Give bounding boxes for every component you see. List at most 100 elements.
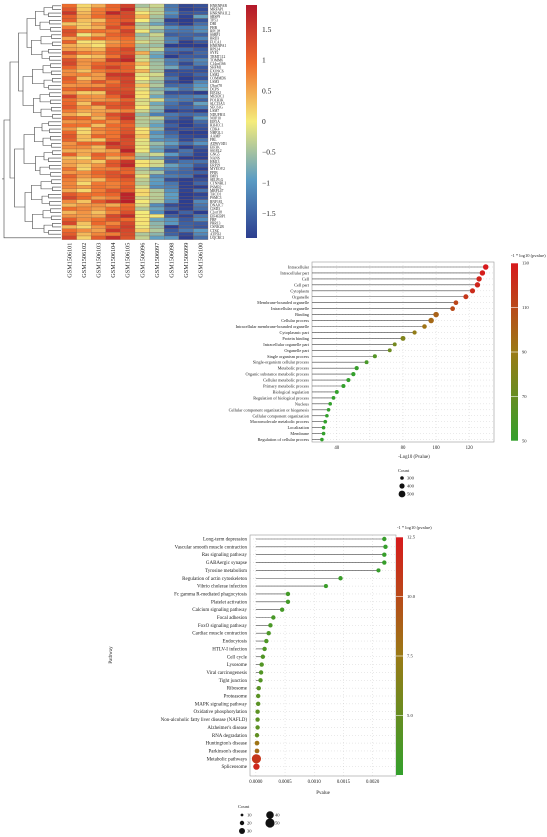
go-term-label: Intracellular organelle part bbox=[263, 342, 310, 347]
heatmap-row-label: MYEOV2 bbox=[210, 167, 225, 171]
dendrogram-branch bbox=[48, 49, 61, 54]
heatmap-cell bbox=[76, 225, 92, 229]
kegg-x-axis-label: Pvalue bbox=[316, 791, 330, 796]
go-term-label: Membrane-bounded organelle bbox=[257, 300, 309, 305]
heatmap-cell bbox=[91, 134, 106, 139]
heatmap-cell bbox=[149, 210, 165, 215]
heatmap-cell bbox=[76, 130, 92, 135]
heatmap-cell bbox=[105, 177, 121, 182]
heatmap-row-label: TACO1 bbox=[210, 193, 221, 197]
heatmap-cell bbox=[164, 47, 179, 52]
heatmap-cell bbox=[61, 72, 77, 77]
heatmap-cell bbox=[164, 76, 179, 81]
dendrogram-branch bbox=[51, 215, 61, 220]
heatmap-cell bbox=[61, 232, 77, 237]
size-legend-label: 300 bbox=[407, 476, 415, 481]
heatmap-cell bbox=[120, 51, 136, 55]
heatmap-cell bbox=[193, 90, 209, 95]
heatmap-cell bbox=[149, 22, 165, 26]
lollipop-point bbox=[255, 709, 260, 714]
heatmap-cell bbox=[91, 177, 106, 182]
heatmap-cell bbox=[149, 69, 165, 73]
heatmap-cell bbox=[134, 11, 150, 15]
heatmap-row-label: CSNK2B bbox=[210, 225, 224, 229]
heatmap-cell bbox=[164, 206, 179, 211]
heatmap-cell bbox=[149, 225, 165, 229]
heatmap-cell bbox=[120, 196, 136, 200]
go-term-label: Intracellular membrane-bounded organelle bbox=[236, 324, 310, 329]
heatmap-cell bbox=[61, 138, 77, 142]
heatmap-cell bbox=[178, 221, 194, 226]
heatmap-cell bbox=[164, 25, 179, 30]
heatmap-cell bbox=[105, 101, 121, 106]
heatmap-row-label: TP53 bbox=[210, 19, 218, 23]
heatmap-row-label: DBI bbox=[210, 22, 217, 26]
heatmap-cell bbox=[61, 148, 77, 153]
heatmap-cell bbox=[134, 119, 150, 124]
heatmap-cell bbox=[164, 90, 179, 95]
go-term-label: Binding bbox=[295, 312, 310, 317]
heatmap-colorbar bbox=[246, 5, 257, 238]
heatmap-cell bbox=[149, 11, 165, 15]
heatmap-row-label: FUCA1 bbox=[210, 40, 222, 44]
heatmap-cell bbox=[164, 156, 179, 160]
go-term-label: Cellular component organization or bioge… bbox=[229, 407, 310, 412]
heatmap-cell bbox=[178, 101, 194, 106]
kegg-pathway-label: Vascular smooth muscle contraction bbox=[175, 545, 248, 550]
heatmap-cell bbox=[134, 130, 150, 135]
heatmap-cell bbox=[164, 235, 179, 240]
heatmap-row-label: PPIB bbox=[210, 171, 218, 175]
go-size-legend: 300 400 500 bbox=[398, 476, 415, 498]
lollipop-point bbox=[251, 754, 262, 764]
heatmap-cell bbox=[91, 206, 106, 211]
heatmap-cell bbox=[61, 167, 77, 171]
kegg-pathway-label: GABAergic synapse bbox=[206, 561, 248, 566]
go-term-label: Cellular process bbox=[281, 318, 309, 323]
heatmap-row-label: SEC61G bbox=[210, 106, 223, 110]
heatmap-cell bbox=[120, 188, 136, 193]
heatmap-cell bbox=[120, 76, 136, 81]
heatmap-row-label: PHB bbox=[210, 26, 218, 30]
heatmap-cell bbox=[91, 105, 106, 110]
lollipop-point bbox=[474, 282, 481, 288]
lollipop-point bbox=[482, 264, 489, 270]
heatmap-row-label: DCPS bbox=[210, 87, 219, 91]
lollipop-point bbox=[422, 324, 427, 329]
heatmap-cell bbox=[178, 130, 194, 135]
heatmap-cell bbox=[120, 14, 136, 19]
heatmap-cell bbox=[105, 18, 121, 23]
go-term-label: Organelle part bbox=[284, 348, 309, 353]
heatmap-cell bbox=[61, 181, 77, 186]
kegg-pathway-label: Focal adhesion bbox=[217, 616, 248, 621]
heatmap-cell bbox=[193, 199, 209, 204]
heatmap-cell bbox=[178, 61, 194, 66]
heatmap-cell bbox=[193, 188, 209, 193]
go-term-label: Cellular metabolic process bbox=[263, 378, 309, 383]
go-size-legend-title: Count bbox=[398, 468, 410, 473]
lollipop-point bbox=[325, 413, 329, 418]
heatmap-cell bbox=[91, 65, 106, 70]
heatmap-cell bbox=[149, 61, 165, 66]
heatmap-row-label: COMMD6 bbox=[210, 77, 226, 81]
row-dendrogram bbox=[2, 5, 61, 239]
heatmap-cell bbox=[178, 25, 194, 30]
heatmap-cell bbox=[193, 14, 209, 19]
heatmap-cell bbox=[61, 130, 77, 135]
heatmap-cell bbox=[105, 235, 121, 240]
heatmap-row-label: SHFM1 bbox=[210, 66, 222, 70]
heatmap-row-label: EXOSC6 bbox=[210, 69, 224, 73]
heatmap-cell bbox=[91, 123, 106, 128]
x-tick-label: 40 bbox=[334, 446, 339, 451]
heatmap-cell bbox=[193, 58, 209, 63]
go-term-label: Regulation of biological process bbox=[253, 395, 309, 400]
lollipop-point bbox=[254, 740, 260, 746]
heatmap-cell bbox=[76, 40, 92, 44]
heatmap-colorbar-tick-label: 0.5 bbox=[262, 86, 272, 95]
heatmap-cell bbox=[120, 101, 136, 106]
heatmap-cell bbox=[193, 65, 209, 70]
heatmap-cell bbox=[120, 232, 136, 237]
heatmap-cell bbox=[61, 185, 77, 189]
heatmap-cell bbox=[91, 7, 106, 12]
heatmap-cell bbox=[149, 170, 165, 175]
heatmap-cell bbox=[105, 130, 121, 135]
